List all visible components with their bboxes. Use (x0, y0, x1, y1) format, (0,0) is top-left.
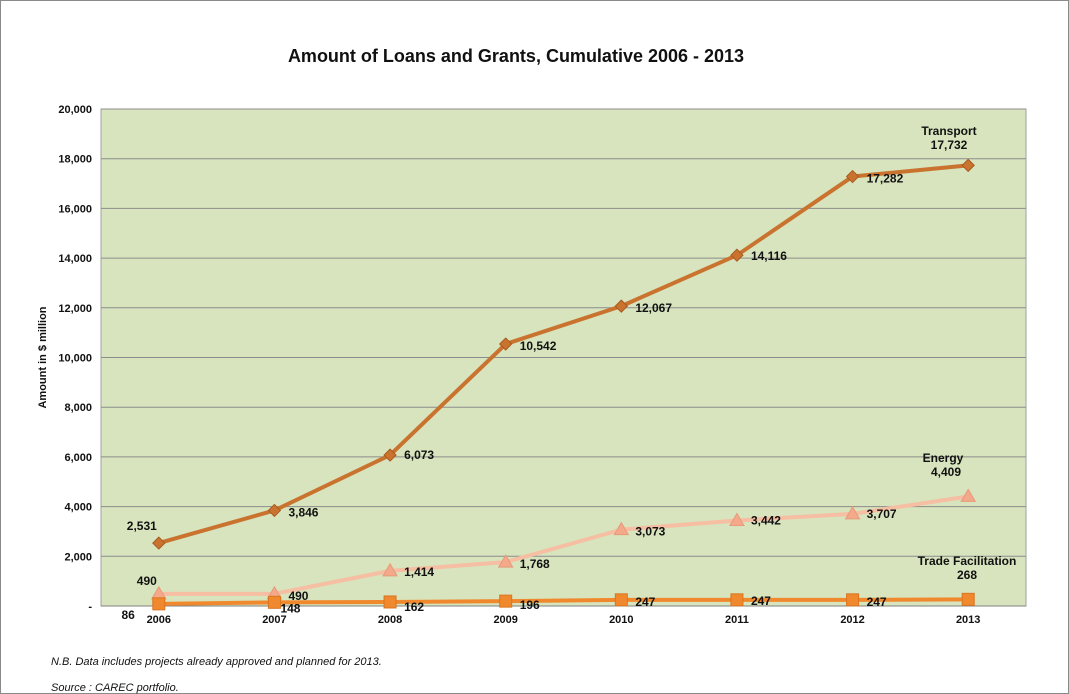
data-point-marker (499, 594, 513, 608)
data-point-marker (152, 597, 166, 611)
series-end-label-value: 17,732 (931, 138, 968, 152)
data-point-marker (383, 448, 397, 462)
series-end-label-value: 4,409 (931, 465, 961, 479)
series-line-energy (158, 494, 969, 596)
y-tick-label: 12,000 (58, 303, 92, 315)
data-label: 162 (404, 600, 424, 614)
y-tick-label: 18,000 (58, 154, 92, 166)
y-tick-label: - (88, 601, 92, 613)
chart-title: Amount of Loans and Grants, Cumulative 2… (287, 46, 745, 66)
data-label: 3,442 (751, 513, 781, 527)
y-tick-label: 16,000 (58, 203, 92, 215)
data-label: 1,768 (520, 557, 550, 571)
data-point-marker (844, 505, 861, 520)
x-tick-label: 2012 (840, 614, 864, 626)
data-point-marker (498, 337, 513, 351)
data-label: 196 (520, 598, 540, 612)
x-tick-label: 2011 (725, 614, 749, 626)
data-point-marker (497, 554, 514, 568)
series-end-label-name: Trade Facilitation (918, 554, 1017, 568)
source-note: Source : CAREC portfolio. (51, 682, 179, 694)
data-point-marker (961, 158, 975, 173)
data-label: 247 (751, 594, 771, 608)
y-tick-label: 14,000 (58, 253, 92, 265)
data-point-marker (614, 593, 628, 607)
y-tick-label: 2,000 (64, 551, 92, 563)
data-point-marker (961, 592, 975, 606)
footnote: N.B. Data includes projects already appr… (51, 656, 382, 668)
data-point-marker (383, 595, 397, 609)
series-end-label-value: 268 (957, 568, 977, 582)
data-label: 247 (635, 595, 655, 609)
data-point-marker (846, 593, 860, 607)
x-tick-label: 2009 (493, 614, 517, 626)
data-label: 247 (867, 595, 887, 609)
data-point-marker (613, 521, 630, 536)
data-point-marker (730, 593, 744, 607)
data-label: 490 (288, 589, 308, 603)
data-label: 17,282 (867, 172, 904, 186)
data-label: 2,531 (127, 519, 157, 533)
series-line-trade-facilitation (158, 597, 969, 606)
data-point-marker (960, 488, 977, 502)
x-tick-label: 2006 (147, 614, 171, 626)
data-point-marker (729, 512, 745, 526)
y-tick-label: 6,000 (64, 452, 92, 464)
y-tick-label: 8,000 (64, 402, 92, 414)
x-tick-label: 2008 (378, 614, 402, 626)
series-end-label-name: Energy (923, 451, 964, 465)
data-label: 490 (137, 574, 157, 588)
data-label: 14,116 (751, 249, 787, 263)
data-label: 6,073 (404, 448, 434, 462)
series-line-transport (158, 163, 969, 546)
x-tick-label: 2007 (262, 614, 286, 626)
data-point-marker (730, 248, 744, 262)
series-end-label-name: Transport (921, 124, 976, 138)
y-tick-label: 10,000 (58, 353, 92, 365)
data-label: 86 (121, 608, 135, 622)
data-label: 1,414 (404, 565, 434, 579)
data-point-marker (152, 536, 166, 550)
y-axis-title: Amount in $ million (37, 306, 49, 408)
y-tick-label: 20,000 (58, 104, 92, 116)
x-tick-label: 2010 (609, 614, 633, 626)
data-point-marker (267, 595, 281, 609)
data-label: 148 (280, 601, 300, 615)
data-label: 3,707 (867, 507, 897, 521)
data-label: 3,846 (288, 505, 318, 519)
data-label: 12,067 (635, 301, 672, 315)
data-label: 10,542 (520, 339, 557, 353)
data-point-marker (845, 169, 860, 184)
data-point-marker (267, 503, 282, 518)
y-tick-label: 4,000 (64, 502, 92, 514)
data-point-marker (614, 299, 629, 313)
data-label: 3,073 (635, 525, 665, 539)
x-tick-label: 2013 (956, 614, 980, 626)
data-point-marker (382, 562, 398, 577)
